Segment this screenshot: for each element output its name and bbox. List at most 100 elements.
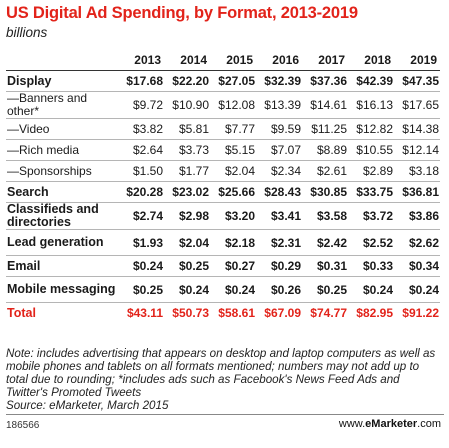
row-label: —Sponsorships bbox=[6, 160, 118, 182]
table-cell: $3.20 bbox=[210, 202, 256, 230]
table-cell: $3.18 bbox=[394, 160, 440, 182]
table-cell: $2.98 bbox=[164, 202, 210, 230]
row-label: —Banners and other* bbox=[6, 91, 118, 119]
table-cell: $0.24 bbox=[118, 255, 164, 277]
table-row: —Banners and other* $9.72 $10.90 $12.08 $13.… bbox=[6, 91, 440, 119]
total-cell: $58.61 bbox=[218, 306, 255, 321]
table-cell: $3.41 bbox=[256, 202, 302, 230]
row-label: Display bbox=[6, 70, 118, 92]
table-cell: $2.04 bbox=[210, 160, 256, 182]
table-body: Display $17.68 $22.20 $27.05 $32.39 $37.36 $42… bbox=[6, 70, 440, 324]
table-row: Mobile messaging $0.25 $0.24 $0.24 $0.26 $0.2… bbox=[6, 276, 440, 303]
table-cell: $12.82 bbox=[348, 118, 394, 140]
table-cell: $1.77 bbox=[164, 160, 210, 182]
table-cell: $0.27 bbox=[210, 255, 256, 277]
table-cell: $2.42 bbox=[302, 229, 348, 256]
brand-logo: www.eMarketer.com bbox=[339, 418, 441, 430]
table-cell: $12.14 bbox=[394, 139, 440, 161]
table-cell: $33.75 bbox=[348, 181, 394, 203]
chart-subtitle: billions bbox=[6, 25, 48, 40]
table-row: —Rich media $2.64 $3.73 $5.15 $7.07 $8.89 $10.… bbox=[6, 139, 440, 161]
table-row: Search $20.28 $23.02 $25.66 $28.43 $30.85 $33.… bbox=[6, 181, 440, 203]
table-cell: $2.62 bbox=[394, 229, 440, 256]
table-cell: $25.66 bbox=[210, 181, 256, 203]
table-cell: $0.24 bbox=[210, 276, 256, 303]
row-label: Lead generation bbox=[6, 229, 118, 256]
table-cell: $5.15 bbox=[210, 139, 256, 161]
table-cell: $0.25 bbox=[118, 276, 164, 303]
table-row: Email $0.24 $0.25 $0.27 $0.29 $0.31 $0.33 $0.34 bbox=[6, 255, 440, 277]
table-cell: $2.52 bbox=[348, 229, 394, 256]
table-cell: $2.64 bbox=[118, 139, 164, 161]
table-cell: $3.82 bbox=[118, 118, 164, 140]
row-label: Search bbox=[6, 181, 118, 203]
table-cell: $3.73 bbox=[164, 139, 210, 161]
table-cell: $5.81 bbox=[164, 118, 210, 140]
table-cell: $2.18 bbox=[210, 229, 256, 256]
total-cell: $82.95 bbox=[356, 306, 393, 321]
table-cell: $0.29 bbox=[256, 255, 302, 277]
row-label: Classifieds and directories bbox=[6, 202, 118, 230]
source-text: Source: eMarketer, March 2015 bbox=[6, 399, 169, 412]
header-corner bbox=[6, 49, 118, 71]
table-row: Display $17.68 $22.20 $27.05 $32.39 $37.36 $42… bbox=[6, 70, 440, 92]
brand-name: eMarketer bbox=[365, 418, 418, 430]
table-cell: $17.65 bbox=[394, 91, 440, 119]
column-header-2013: 2013 bbox=[118, 49, 164, 71]
table-cell: $0.24 bbox=[394, 276, 440, 303]
note-text: Note: includes advertising that appears … bbox=[6, 347, 436, 399]
table-cell: $8.89 bbox=[302, 139, 348, 161]
table-cell: $0.34 bbox=[394, 255, 440, 277]
table-cell: $32.39 bbox=[256, 70, 302, 92]
table-row: Classifieds and directories $2.74 $2.98 $3.… bbox=[6, 202, 440, 230]
table-cell: $10.55 bbox=[348, 139, 394, 161]
table-cell: $14.38 bbox=[394, 118, 440, 140]
table-cell: $22.20 bbox=[164, 70, 210, 92]
column-header-2019: 2019 bbox=[394, 49, 440, 71]
total-cell: $74.77 bbox=[310, 306, 347, 321]
table-cell: $2.31 bbox=[256, 229, 302, 256]
table-cell: $3.58 bbox=[302, 202, 348, 230]
table-cell: $9.72 bbox=[118, 91, 164, 119]
chart-title: US Digital Ad Spending, by Format, 2013-… bbox=[6, 4, 358, 22]
brand-prefix: www. bbox=[338, 418, 366, 430]
table-cell: $0.25 bbox=[302, 276, 348, 303]
table-cell: $42.39 bbox=[348, 70, 394, 92]
table-cell: $7.77 bbox=[210, 118, 256, 140]
table-cell: $10.90 bbox=[164, 91, 210, 119]
row-label: —Video bbox=[6, 118, 118, 140]
table-cell: $3.86 bbox=[394, 202, 440, 230]
row-label: Email bbox=[6, 255, 118, 277]
brand-suffix: .com bbox=[417, 418, 441, 430]
column-header-2015: 2015 bbox=[210, 49, 256, 71]
total-cell: $91.22 bbox=[402, 306, 439, 321]
table-cell: $14.61 bbox=[302, 91, 348, 119]
table-cell: $2.61 bbox=[302, 160, 348, 182]
column-header-2014: 2014 bbox=[164, 49, 210, 71]
table-cell: $36.81 bbox=[394, 181, 440, 203]
table-cell: $7.07 bbox=[256, 139, 302, 161]
table-cell: $0.33 bbox=[348, 255, 394, 277]
table-cell: $20.28 bbox=[118, 181, 164, 203]
table-row: —Sponsorships $1.50 $1.77 $2.04 $2.34 $2.61 $2… bbox=[6, 160, 440, 182]
table-cell: $30.85 bbox=[302, 181, 348, 203]
table-cell: $1.50 bbox=[118, 160, 164, 182]
table-cell: $11.25 bbox=[302, 118, 348, 140]
column-header-2016: 2016 bbox=[256, 49, 302, 71]
table-cell: $27.05 bbox=[210, 70, 256, 92]
table-cell: $0.25 bbox=[164, 255, 210, 277]
table-cell: $28.43 bbox=[256, 181, 302, 203]
table-cell: $3.72 bbox=[348, 202, 394, 230]
table-cell: $12.08 bbox=[210, 91, 256, 119]
table-cell: $0.31 bbox=[302, 255, 348, 277]
table-cell: $0.24 bbox=[164, 276, 210, 303]
table-cell: $9.59 bbox=[256, 118, 302, 140]
header-row: 2013 2014 2015 2016 2017 2018 2019 bbox=[6, 49, 440, 71]
column-header-2017: 2017 bbox=[302, 49, 348, 71]
row-label: Mobile messaging bbox=[6, 276, 118, 303]
table-cell: $16.13 bbox=[348, 91, 394, 119]
row-label: —Rich media bbox=[6, 139, 118, 161]
table-cell: $1.93 bbox=[118, 229, 164, 256]
total-cell: $67.09 bbox=[264, 306, 301, 321]
table-cell: $37.36 bbox=[302, 70, 348, 92]
